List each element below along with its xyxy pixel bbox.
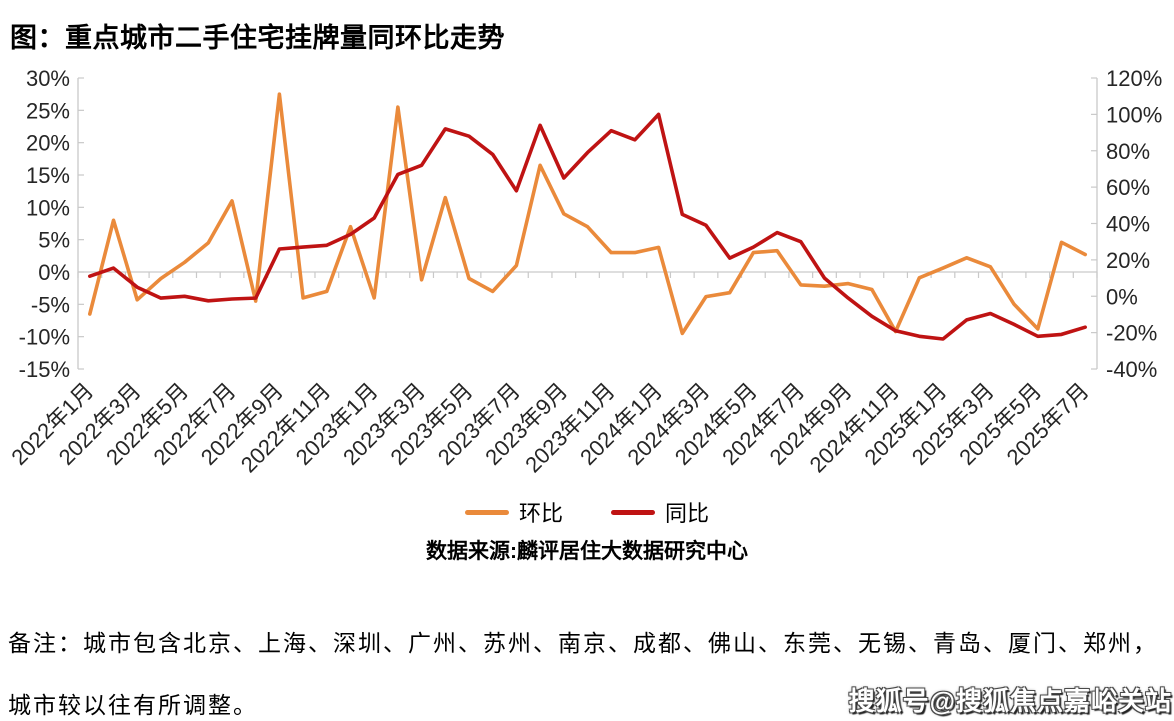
legend: 环比 同比 — [0, 497, 1174, 527]
right-axis-label: -40% — [1106, 357, 1157, 382]
left-axis-label: 30% — [26, 66, 70, 91]
right-axis-label: 80% — [1106, 139, 1150, 164]
left-axis-label: 0% — [38, 260, 70, 285]
left-axis-label: 25% — [26, 98, 70, 123]
left-axis-label: 10% — [26, 195, 70, 220]
right-axis-label: 60% — [1106, 175, 1150, 200]
watermark: 搜狐号@搜狐焦点嘉峪关站 — [848, 686, 1172, 716]
footnote-line-2: 城市较以往有所调整。 — [8, 693, 258, 718]
right-axis-label: 20% — [1106, 248, 1150, 273]
right-axis-label: 40% — [1106, 212, 1150, 237]
left-axis-label: -15% — [19, 357, 70, 382]
left-axis-label: -10% — [19, 325, 70, 350]
chart-area: 30% 25% 20% 15% 10% 5% 0% -5% -10% -15% 120% 100% 80… — [6, 66, 1162, 477]
left-axis-label: 15% — [26, 163, 70, 188]
left-axis-label: 5% — [38, 228, 70, 253]
mom-line-swatch-icon — [464, 509, 509, 515]
legend-item-mom: 环比 — [464, 496, 563, 528]
chart-svg: 30% 25% 20% 15% 10% 5% 0% -5% -10% -15% 120% 100% 80… — [6, 66, 1162, 477]
left-axis-label: -5% — [31, 292, 70, 317]
mom-legend-label: 环比 — [518, 501, 563, 526]
left-axis-label: 20% — [26, 131, 70, 156]
yoy-series-line — [88, 112, 1087, 341]
footnote-line-1: 备注：城市包含北京、上海、深圳、广州、苏州、南京、成都、佛山、东莞、无锡、青岛、… — [8, 631, 1158, 656]
yoy-line-swatch-icon — [611, 509, 655, 515]
legend-item-yoy: 同比 — [611, 496, 709, 528]
data-source-caption: 数据来源:麟评居住大数据研究中心 — [426, 540, 748, 563]
mom-series-line — [88, 92, 1087, 336]
chart-title: 图：重点城市二手住宅挂牌量同环比走势 — [10, 23, 505, 53]
right-axis-label: 120% — [1106, 66, 1162, 91]
right-axis-label: -20% — [1106, 321, 1157, 346]
right-axis-label: 100% — [1106, 102, 1162, 127]
yoy-legend-label: 同比 — [665, 501, 710, 526]
right-axis-label: 0% — [1106, 284, 1138, 309]
